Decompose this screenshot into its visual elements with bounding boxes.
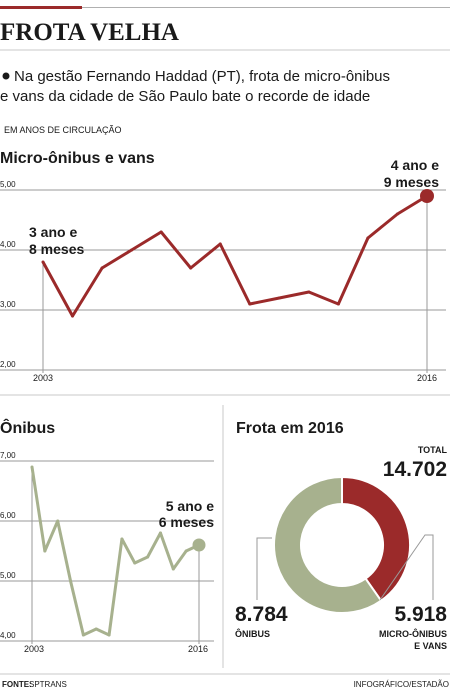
- chart2-title: Ônibus: [0, 418, 55, 437]
- micro-label-line2: E VANS: [414, 641, 447, 651]
- chart2-series-line: [30, 466, 200, 637]
- chart2-x-end-label: 2016: [188, 644, 208, 654]
- chart1-series-line: [41, 194, 428, 318]
- c2-y-tick-label: 5,00: [0, 571, 16, 580]
- c1-y-tick-label: 3,00: [0, 300, 16, 309]
- c1-y-tick-label: 5,00: [0, 180, 16, 189]
- chart1-end-annotation-line1: 4 ano e: [391, 157, 439, 173]
- chart1-start-annotation-line1: 3 ano e: [29, 224, 77, 240]
- micro-value: 5.918: [394, 603, 447, 626]
- subtitle-line-2: e vans da cidade de São Paulo bate o rec…: [0, 88, 370, 105]
- chart2-x-start-label: 2003: [24, 644, 44, 654]
- unit-note: EM ANOS DE CIRCULAÇÃO: [4, 125, 122, 135]
- subtitle-line-1: Na gestão Fernando Haddad (PT), frota de…: [14, 68, 390, 85]
- chart3-title: Frota em 2016: [236, 420, 344, 437]
- total-label: TOTAL: [418, 445, 448, 455]
- chart1-x-end-label: 2016: [417, 373, 437, 383]
- total-value: 14.702: [383, 458, 447, 481]
- credit: INFOGRÁFICO/ESTADÃO: [354, 680, 449, 689]
- donut-slice-micro-onibus-vans: [341, 475, 411, 603]
- chart1-end-dot: [420, 189, 434, 203]
- onibus-leader-line: [256, 537, 272, 600]
- page-title: FROTA VELHA: [0, 19, 179, 46]
- chart2-grid: [0, 460, 214, 642]
- onibus-value: 8.784: [235, 603, 288, 626]
- c2-y-tick-label: 6,00: [0, 511, 16, 520]
- c2-y-tick-label: 4,00: [0, 631, 16, 640]
- donut-slice-onibus: [273, 475, 383, 614]
- header-accent-bar: [0, 6, 82, 9]
- onibus-label: ÔNIBUS: [235, 628, 270, 639]
- chart1-end-annotation-line2: 9 meses: [384, 174, 439, 190]
- chart1-x-start-label: 2003: [33, 373, 53, 383]
- c1-y-tick-label: 4,00: [0, 240, 16, 249]
- chart2-end-annotation-line1: 5 ano e: [166, 498, 214, 514]
- chart1-grid: [0, 189, 446, 371]
- chart1-start-annotation-line2: 8 meses: [29, 241, 84, 257]
- chart1-points: [41, 194, 429, 318]
- c1-y-tick-label: 2,00: [0, 360, 16, 369]
- chart2-end-dot: [192, 538, 206, 552]
- c2-y-tick-label: 7,00: [0, 451, 16, 460]
- chart2-end-annotation-line2: 6 meses: [159, 514, 214, 530]
- source-value: SPTRANS: [29, 680, 67, 689]
- chart2-points: [30, 465, 201, 637]
- source-key: FONTE:: [2, 680, 32, 689]
- bullet-icon: [2, 72, 10, 80]
- micro-label-line1: MICRO-ÔNIBUS: [379, 628, 447, 639]
- chart2-y-axis: 7,00 6,00 5,00 4,00: [0, 451, 16, 640]
- chart1-title: Micro-ônibus e vans: [0, 150, 155, 167]
- chart1-y-axis: 5,00 4,00 3,00 2,00: [0, 180, 16, 369]
- donut-chart: [273, 475, 411, 614]
- micro-leader-line: [379, 534, 434, 601]
